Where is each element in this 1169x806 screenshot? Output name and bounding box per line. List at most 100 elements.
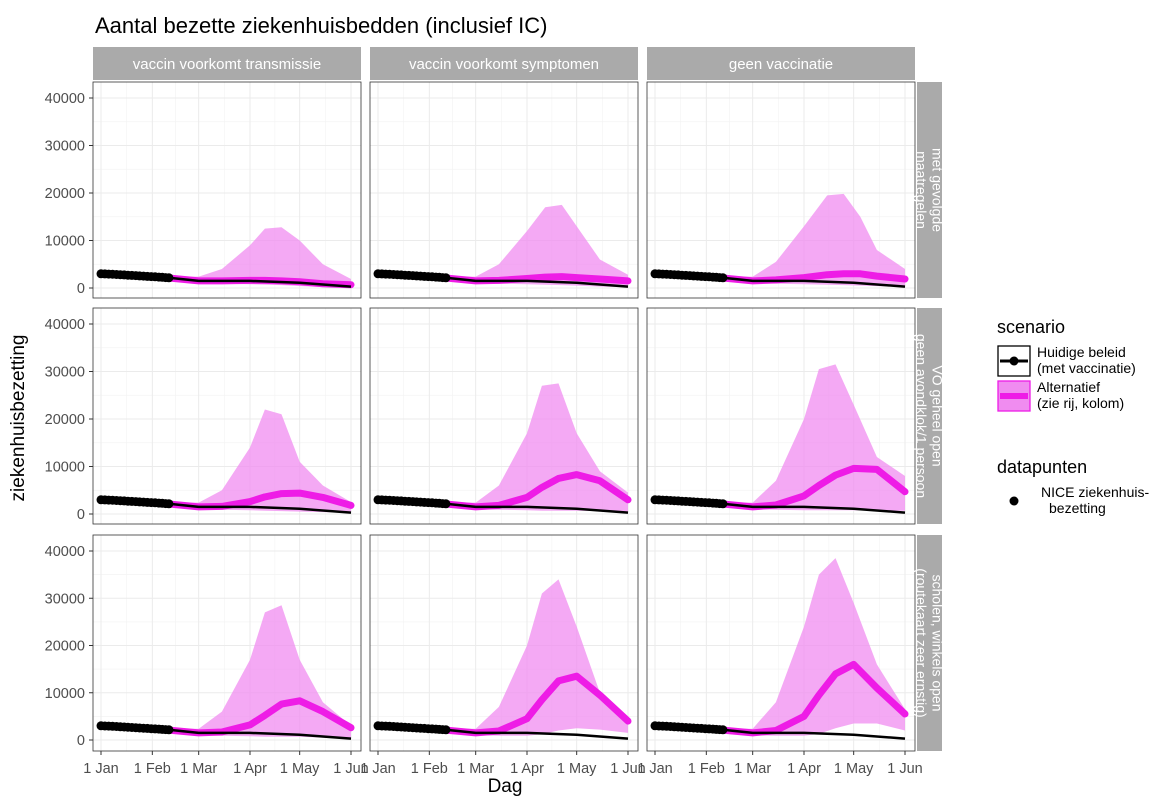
x-tick-label: 1 Mar [457, 761, 494, 777]
legend-scenario-title: scenario [997, 317, 1065, 337]
panel-border [369, 81, 639, 299]
alternative-uncertainty-band [168, 227, 351, 288]
legend-entry-label: Alternatief [1037, 379, 1100, 395]
y-tick-label: 0 [77, 733, 85, 749]
panel-border [92, 307, 362, 525]
column-strip [370, 47, 638, 80]
alternative-uncertainty-band [722, 193, 905, 287]
x-tick-label: 1 Feb [688, 761, 725, 777]
chart-title: Aantal bezette ziekenhuisbedden (inclusi… [95, 13, 548, 38]
y-tick-label: 0 [77, 507, 85, 523]
x-tick-label: 1 May [557, 761, 597, 777]
observation-point [164, 499, 174, 509]
panel-border [92, 81, 362, 299]
facet-panel [92, 534, 362, 752]
row-strip-label-line: met gevolgde [930, 148, 946, 232]
legend-datapoints-title: datapunten [997, 457, 1087, 477]
panel-border [369, 534, 639, 752]
y-tick-label: 20000 [45, 639, 85, 655]
y-tick-label: 40000 [45, 544, 85, 560]
panel-border [646, 534, 916, 752]
alternative-uncertainty-band [722, 558, 905, 736]
alternative-uncertainty-band [168, 409, 351, 513]
axes-group: 0 10000 20000 30000 40000 0 10000 20000 30000 400… [45, 91, 923, 777]
observation-point [441, 725, 451, 735]
y-tick-label: 0 [77, 281, 85, 297]
column-strip-label: vaccin voorkomt transmissie [133, 56, 321, 73]
facet-panel [369, 81, 639, 299]
panel-border [646, 81, 916, 299]
y-tick-label: 30000 [45, 591, 85, 607]
panel-border [369, 307, 639, 525]
facet-panel [369, 534, 639, 752]
row-strip-label-line: maatregelen [914, 151, 930, 229]
row-strip [917, 535, 942, 751]
row-strip-label-line: VO geheel open [930, 365, 946, 466]
legend-entry-label: (met vaccinatie) [1037, 360, 1136, 376]
x-tick-label: 1 Feb [134, 761, 171, 777]
y-tick-label: 20000 [45, 186, 85, 202]
x-tick-label: 1 Jan [83, 761, 118, 777]
observation-point [718, 725, 728, 735]
row-strip-label: scholen, winkels open(routekaart zeer er… [914, 568, 946, 717]
x-tick-label: 1 Mar [734, 761, 771, 777]
x-tick-label: 1 May [280, 761, 320, 777]
observation-point [164, 273, 174, 283]
facet-panel [369, 307, 639, 525]
x-tick-label: 1 Mar [180, 761, 217, 777]
y-tick-label: 10000 [45, 686, 85, 702]
y-tick-label: 10000 [45, 460, 85, 476]
legend-datapoint-marker [1009, 496, 1019, 506]
y-tick-label: 30000 [45, 365, 85, 381]
facet-panel [92, 307, 362, 525]
row-strip [917, 308, 942, 524]
x-tick-label: 1 Apr [787, 761, 821, 777]
row-strip [917, 82, 942, 298]
observation-point [718, 273, 728, 283]
x-tick-label: 1 Jun [610, 761, 645, 777]
y-tick-label: 30000 [45, 139, 85, 155]
x-tick-label: 1 Jun [333, 761, 368, 777]
row-strip-label-line: geen avondklok/1 persoon [914, 334, 930, 498]
facet-panel [646, 81, 916, 299]
legend-entry-label: Huidige beleid [1037, 344, 1126, 360]
observation-point [441, 273, 451, 283]
facet-panel [92, 81, 362, 299]
x-tick-label: 1 Jun [887, 761, 922, 777]
x-axis-label: Dag [488, 776, 523, 797]
y-tick-label: 20000 [45, 412, 85, 428]
x-tick-label: 1 Apr [233, 761, 267, 777]
column-strip-label: vaccin voorkomt symptomen [409, 56, 599, 73]
facet-panel [646, 307, 916, 525]
row-strip-label-line: scholen, winkels open [930, 575, 946, 712]
legend-baseline-point [1009, 356, 1019, 366]
y-tick-label: 40000 [45, 91, 85, 107]
panel-border [646, 307, 916, 525]
facet-strips: vaccin voorkomt transmissie vaccin voorko… [93, 47, 946, 751]
x-tick-label: 1 Jan [637, 761, 672, 777]
y-axis-label: ziekenhuisbezetting [8, 335, 29, 502]
x-tick-label: 1 Apr [510, 761, 544, 777]
column-strip [647, 47, 915, 80]
panels-group [92, 81, 916, 752]
x-tick-label: 1 Jan [360, 761, 395, 777]
facet-panel [646, 534, 916, 752]
legend-entry-label: NICE ziekenhuis- [1041, 484, 1149, 500]
legend-entry-label: (zie rij, kolom) [1037, 395, 1124, 411]
panel-border [92, 534, 362, 752]
x-tick-label: 1 Feb [411, 761, 448, 777]
observation-point [164, 725, 174, 735]
y-tick-label: 40000 [45, 317, 85, 333]
alternative-uncertainty-band [445, 204, 628, 288]
y-tick-label: 10000 [45, 234, 85, 250]
column-strip [93, 47, 361, 80]
column-strip-label: geen vaccinatie [729, 56, 833, 73]
legend-entry-label: bezetting [1049, 500, 1106, 516]
legend: scenario Huidige beleid (met vaccinatie) A… [997, 317, 1149, 516]
observation-point [441, 499, 451, 509]
alternative-uncertainty-band [445, 579, 628, 736]
